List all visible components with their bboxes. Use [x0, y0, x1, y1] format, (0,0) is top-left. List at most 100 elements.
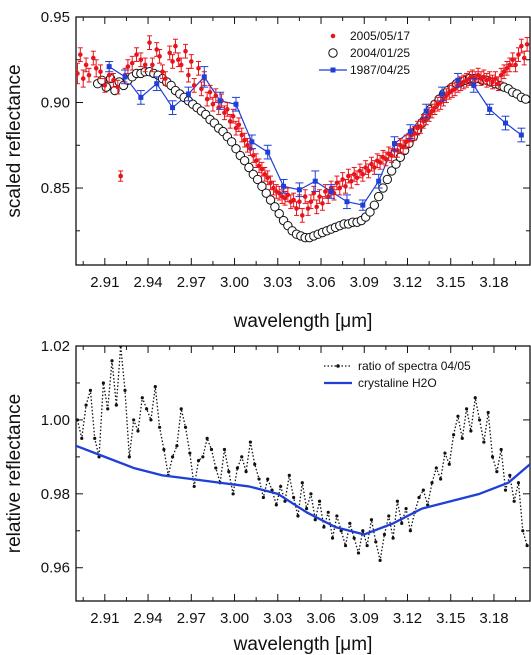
data-point-2005 [412, 131, 417, 136]
data-point-ratio [296, 514, 300, 518]
data-point-ratio [76, 418, 80, 422]
data-point-ratio [348, 521, 352, 525]
data-point-1987 [439, 91, 445, 97]
data-point-2005 [242, 137, 247, 143]
data-point-2004 [239, 155, 250, 166]
data-point-ratio [183, 425, 188, 429]
data-point-2005 [176, 57, 181, 63]
data-point-2004 [382, 174, 393, 185]
data-point-2005 [302, 194, 308, 199]
data-point-2005 [213, 93, 219, 98]
data-point-2005 [524, 42, 530, 47]
data-point-ratio [486, 410, 490, 415]
data-point-ratio [80, 436, 84, 440]
data-point-ratio [499, 447, 503, 452]
x-tick-label: 2.91 [90, 610, 119, 627]
data-point-ratio [127, 455, 131, 459]
data-point-2005 [444, 93, 449, 98]
legend-marker-ratio [336, 364, 340, 368]
data-point-2005 [481, 74, 487, 80]
data-point-2005 [354, 175, 360, 181]
data-point-2005 [189, 59, 194, 64]
data-point-2005 [191, 83, 197, 88]
data-point-ratio [439, 477, 443, 481]
x-tick-label: 2.97 [177, 610, 206, 627]
data-point-1987 [407, 129, 413, 135]
data-point-1987 [185, 91, 191, 97]
x-tick-label: 3.15 [436, 274, 465, 291]
data-point-2005 [173, 43, 178, 49]
legend-label: 1987/04/25 [350, 63, 410, 77]
data-point-ratio [283, 499, 287, 503]
data-point-2005 [311, 190, 317, 196]
data-point-2004 [369, 200, 380, 210]
data-point-2005 [138, 57, 144, 63]
x-tick-label: 3.18 [479, 274, 508, 291]
data-point-2005 [239, 132, 245, 138]
data-point-ratio [253, 462, 257, 466]
data-point-1987 [296, 187, 302, 193]
data-point-2005 [490, 79, 495, 85]
data-point-ratio [162, 447, 166, 452]
data-point-2005 [501, 69, 507, 75]
data-point-ratio [110, 359, 114, 363]
data-point-ratio [374, 540, 378, 544]
data-point-2005 [351, 172, 357, 177]
data-point-2005 [337, 185, 343, 191]
data-point-2005 [227, 119, 233, 124]
data-point-2004 [386, 166, 397, 176]
data-point-2005 [400, 144, 406, 150]
data-point-ratio [305, 507, 309, 511]
data-point-ratio [490, 455, 495, 459]
data-point-ratio [516, 481, 521, 485]
data-point-2005 [305, 206, 311, 211]
x-tick-label: 2.91 [90, 274, 119, 291]
data-point-2004 [231, 143, 241, 154]
data-point-ratio [101, 381, 105, 385]
legend-marker-2004 [328, 48, 338, 58]
data-point-ratio [512, 499, 516, 503]
data-point-ratio [196, 458, 201, 463]
data-point-2005 [102, 83, 108, 88]
data-point-2005 [183, 48, 188, 54]
data-point-2005 [366, 168, 371, 174]
data-point-1987 [328, 188, 334, 194]
data-point-2005 [253, 158, 259, 163]
data-point-2005 [320, 201, 325, 206]
data-point-ratio [179, 407, 183, 411]
data-point-2005 [233, 125, 239, 131]
data-point-ratio [88, 388, 93, 392]
data-point-2005 [259, 166, 265, 172]
data-point-2005 [513, 62, 518, 68]
data-point-ratio [482, 440, 486, 444]
series-line-ratio [76, 346, 528, 561]
data-point-ratio [188, 451, 192, 455]
data-point-ratio [421, 488, 425, 492]
x-tick-label: 3.03 [263, 610, 292, 627]
data-point-1987 [312, 178, 318, 184]
data-point-ratio [123, 388, 127, 392]
data-point-2005 [516, 52, 521, 57]
plot-area [76, 346, 530, 562]
data-point-2005 [297, 199, 302, 205]
data-point-2005 [222, 110, 227, 116]
data-point-2005 [282, 195, 288, 201]
data-point-ratio [106, 407, 110, 411]
data-point-ratio [140, 396, 144, 400]
data-point-2004 [373, 191, 384, 202]
data-point-ratio [170, 455, 175, 459]
x-tick-label: 3.12 [393, 274, 422, 291]
data-point-2005 [418, 124, 423, 129]
data-point-ratio [460, 436, 464, 440]
data-point-ratio [287, 473, 291, 477]
data-point-2005 [360, 172, 366, 177]
data-point-2005 [186, 72, 191, 78]
data-point-2005 [125, 64, 131, 69]
data-point-2004 [244, 162, 254, 173]
data-point-2004 [252, 174, 263, 185]
x-tick-label: 3.09 [350, 274, 379, 291]
data-point-1987 [281, 183, 287, 189]
y-tick-label: 1.00 [41, 412, 70, 429]
data-point-ratio [378, 558, 382, 562]
data-point-2005 [452, 86, 458, 92]
